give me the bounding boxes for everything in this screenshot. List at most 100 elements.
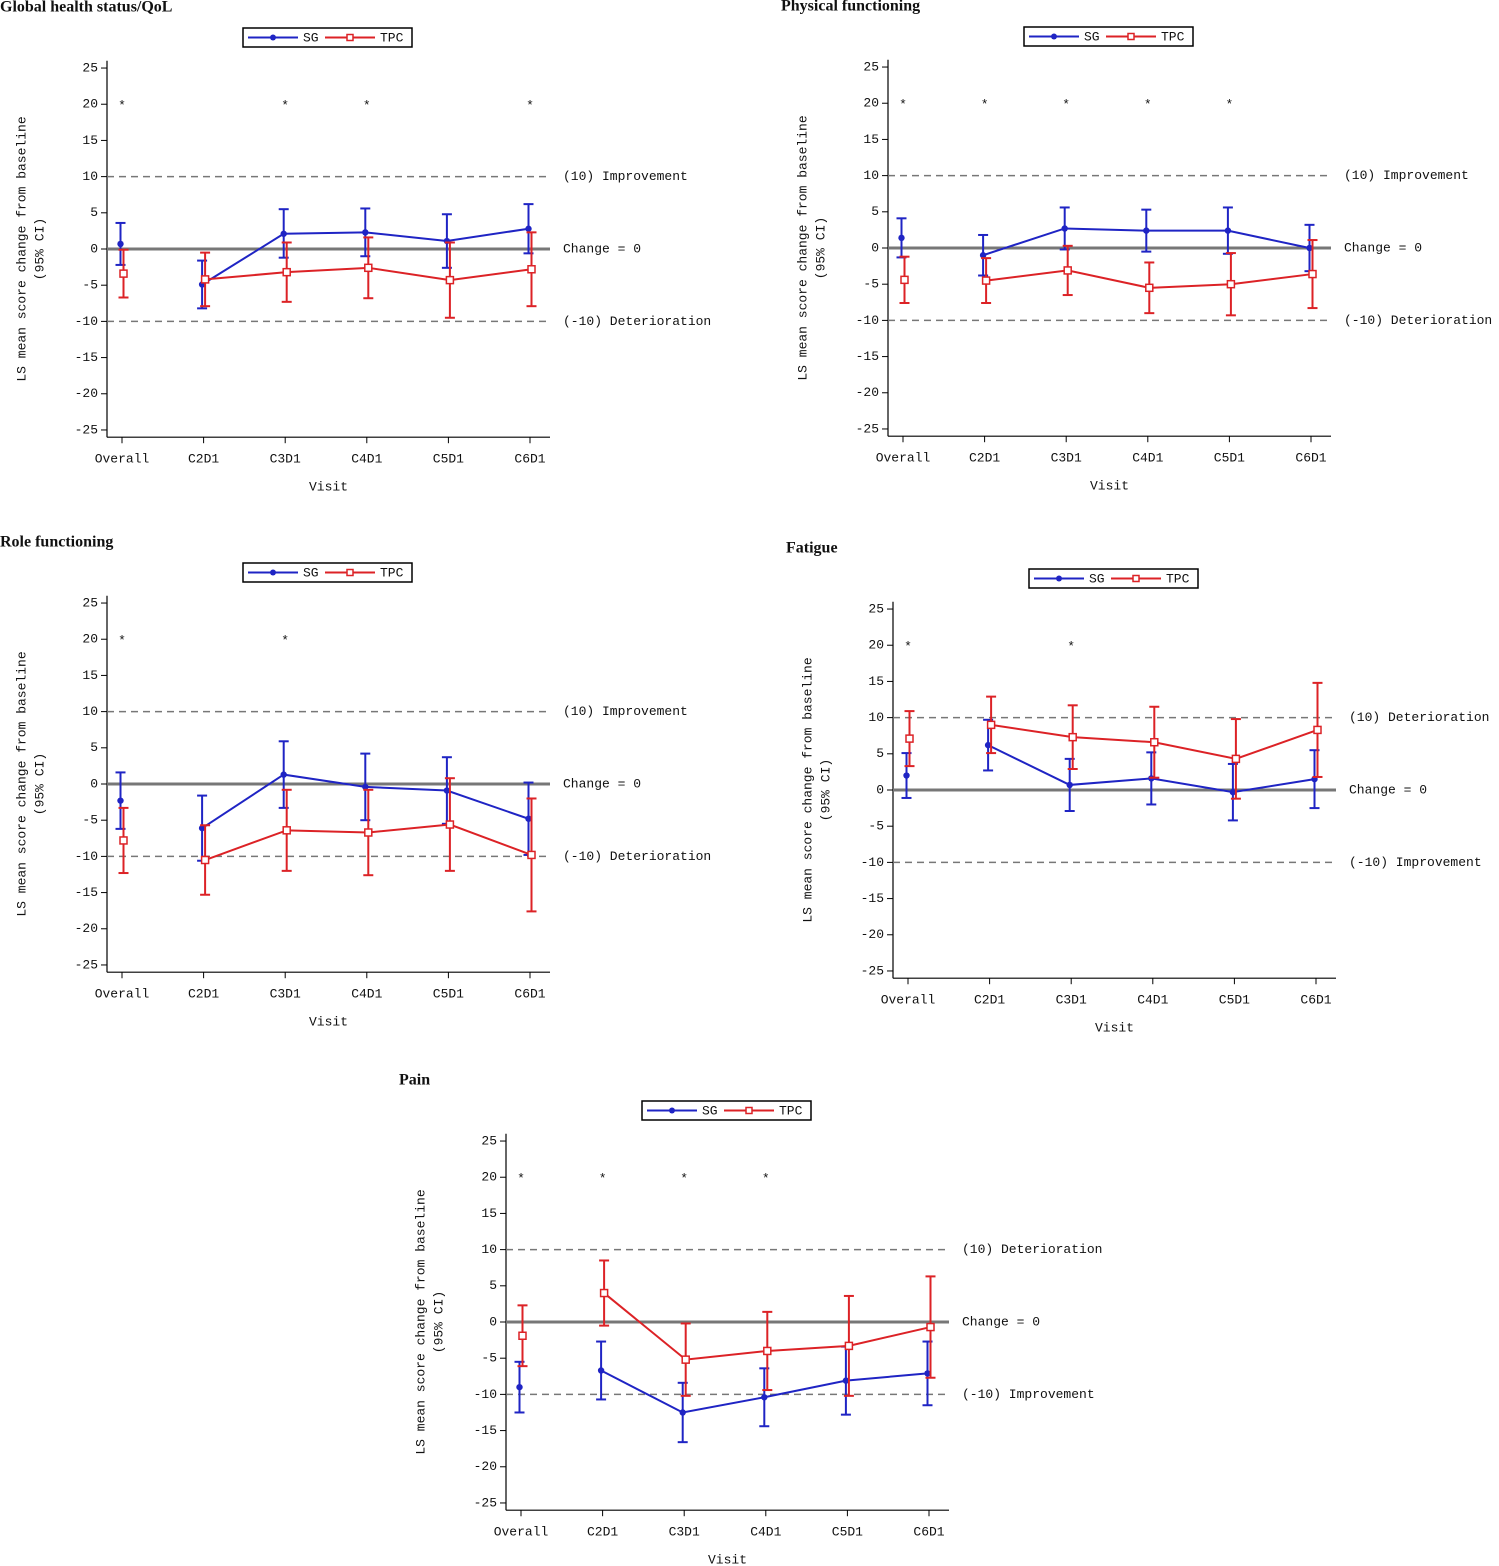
y-tick-label: 5 <box>90 740 98 755</box>
legend-marker <box>1127 32 1135 41</box>
point <box>844 1341 854 1351</box>
y-tick-label: -10 <box>856 313 879 328</box>
y-tick-label: 0 <box>871 240 879 255</box>
legend: SG TPC <box>1028 568 1199 589</box>
point <box>119 269 128 278</box>
x-tick-label: C6D1 <box>514 452 545 467</box>
x-tick-label: C5D1 <box>1219 993 1250 1008</box>
point <box>1231 754 1241 764</box>
reference-label: Change = 0 <box>563 776 641 791</box>
reference-label: (10) Improvement <box>1344 168 1469 183</box>
reference-label: Change = 0 <box>962 1314 1040 1329</box>
y-tick-label: -15 <box>474 1423 497 1438</box>
point <box>280 771 287 778</box>
point <box>979 252 987 259</box>
point <box>445 275 455 285</box>
y-tick-label: -25 <box>861 963 884 978</box>
x-tick-label: C5D1 <box>433 452 464 467</box>
legend-label: TPC <box>1161 29 1185 44</box>
y-tick-label: 20 <box>481 1170 497 1185</box>
point <box>198 824 206 832</box>
legend-label: SG <box>702 1103 718 1118</box>
x-tick-label: Overall <box>494 1525 549 1540</box>
reference-label: (10) Deterioration <box>962 1242 1102 1257</box>
legend: SG TPC <box>242 27 413 48</box>
legend-label: TPC <box>380 30 404 45</box>
x-tick-label: C2D1 <box>587 1525 618 1540</box>
x-tick-label: C2D1 <box>969 451 1000 466</box>
y-tick-label: 10 <box>863 168 879 183</box>
significance-mark: * <box>118 99 126 114</box>
x-tick-label: C4D1 <box>351 452 382 467</box>
point <box>200 855 210 865</box>
y-tick-label: 0 <box>489 1314 497 1329</box>
point <box>679 1409 686 1416</box>
point <box>1061 225 1068 232</box>
chart-title: Role functioning <box>0 534 113 551</box>
y-tick-label: 25 <box>82 60 98 75</box>
x-tick-label: C5D1 <box>433 987 464 1002</box>
y-tick-label: 0 <box>90 776 98 791</box>
x-tick-label: C6D1 <box>913 1525 944 1540</box>
point <box>527 850 536 860</box>
point <box>926 1322 935 1332</box>
x-tick-label: C2D1 <box>188 452 219 467</box>
y-tick-label: 10 <box>82 704 98 719</box>
x-tick-label: C3D1 <box>1051 451 1082 466</box>
legend-marker <box>745 1106 753 1115</box>
point <box>681 1355 690 1364</box>
x-tick-label: Overall <box>95 452 150 467</box>
x-tick-label: C6D1 <box>1295 451 1326 466</box>
chart: Global health status/QoL SG TPC 25 20 15 10 5 0 -… <box>0 0 711 495</box>
point <box>597 1367 605 1374</box>
chart: Role functioning SG TPC 25 20 15 10 5 0 -5 -10 -15 -… <box>0 534 711 1030</box>
chart: Fatigue SG TPC 25 20 15 10 5 0 -5 -10 -15 -20 -25 Over… <box>786 540 1489 1036</box>
y-tick-label: 25 <box>863 59 879 74</box>
y-tick-label: -25 <box>474 1495 497 1510</box>
y-tick-label: 10 <box>82 169 98 184</box>
y-tick-label: -20 <box>474 1459 497 1474</box>
x-tick-label: C3D1 <box>270 987 301 1002</box>
y-tick-label: 25 <box>481 1133 497 1148</box>
x-tick-label: C2D1 <box>974 993 1005 1008</box>
x-tick-label: C5D1 <box>1214 451 1245 466</box>
y-tick-label: -25 <box>75 422 98 437</box>
x-axis-label: Visit <box>309 480 348 495</box>
point <box>1068 732 1077 742</box>
legend-marker <box>1051 33 1057 40</box>
legend-label: TPC <box>1166 571 1190 586</box>
y-tick-label: 15 <box>481 1206 497 1221</box>
y-tick-label: 15 <box>868 674 884 689</box>
y-tick-label: -20 <box>856 385 879 400</box>
point <box>1306 244 1313 252</box>
reference-label: Change = 0 <box>1349 782 1427 797</box>
y-tick-label: -25 <box>856 421 879 436</box>
y-tick-label: -10 <box>75 314 98 329</box>
y-tick-label: -10 <box>75 849 98 864</box>
point <box>900 275 909 285</box>
x-tick-label: C6D1 <box>514 987 545 1002</box>
point <box>525 225 532 232</box>
y-tick-label: -5 <box>863 277 879 292</box>
reference-label: (-10) Deterioration <box>563 849 711 864</box>
y-tick-label: 15 <box>863 132 879 147</box>
point <box>443 787 451 794</box>
point <box>1145 283 1154 293</box>
y-axis-label: LS mean score change from baseline <box>413 1189 428 1454</box>
x-tick-label: C4D1 <box>351 987 382 1002</box>
significance-mark: * <box>118 634 126 649</box>
significance-mark: * <box>904 640 912 655</box>
y-tick-label: 5 <box>489 1278 497 1293</box>
y-tick-label: -15 <box>856 349 879 364</box>
y-tick-label: 0 <box>90 241 98 256</box>
reference-label: (-10) Deterioration <box>1344 313 1492 328</box>
y-tick-label: 0 <box>876 782 884 797</box>
y-axis-label: LS mean score change from baseline <box>800 657 815 922</box>
significance-mark: * <box>762 1172 770 1187</box>
y-tick-label: -15 <box>861 891 884 906</box>
point <box>362 783 369 791</box>
x-axis-label: Visit <box>1095 1021 1134 1036</box>
y-tick-label: 10 <box>481 1242 497 1257</box>
point <box>984 741 992 749</box>
point <box>364 828 373 837</box>
